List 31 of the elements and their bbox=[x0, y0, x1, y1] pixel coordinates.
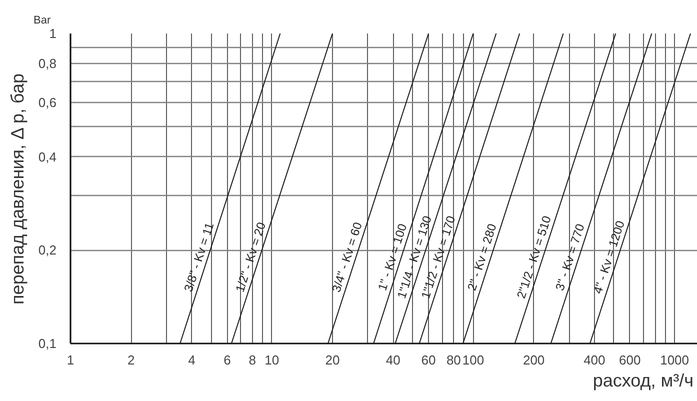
x-tick-label: 40 bbox=[386, 352, 400, 368]
x-tick-label: 400 bbox=[584, 352, 606, 368]
x-tick-label: 10 bbox=[264, 352, 280, 368]
x-tick-label: 20 bbox=[325, 352, 340, 368]
text: 3/4" - Kv = 60 bbox=[329, 220, 365, 294]
y-tick-label: 0,6 bbox=[38, 94, 57, 110]
x-tick-label: 1000 bbox=[660, 352, 690, 368]
text: 1/2" - Kv = 20 bbox=[232, 220, 269, 294]
x-tick-label: 8 bbox=[248, 352, 256, 368]
y-tick-label: 0,1 bbox=[38, 336, 57, 351]
text: 2"1/2 - Kv = 510 bbox=[514, 214, 554, 300]
y-axis-title: перепад давления, Δ p, бар bbox=[7, 74, 28, 304]
x-axis-title: расход, м³/ч bbox=[592, 370, 694, 390]
x-tick-label: 4 bbox=[188, 352, 196, 368]
x-tick-label: 80 bbox=[446, 352, 461, 368]
y-tick-label: 0,2 bbox=[38, 242, 57, 258]
x-tick-label: 100 bbox=[462, 352, 484, 368]
text: Bar bbox=[34, 14, 51, 26]
y-tick-label: 1 bbox=[49, 26, 57, 41]
text: 3/8" - Kv = 11 bbox=[181, 220, 217, 294]
x-tick-label: 200 bbox=[522, 352, 545, 368]
x-tick-label: 2 bbox=[128, 352, 135, 368]
y-tick-label: 0,4 bbox=[38, 149, 57, 164]
x-tick-label: 1 bbox=[66, 352, 74, 368]
y-tick-label: 0,8 bbox=[38, 56, 57, 72]
x-tick-label: 600 bbox=[619, 352, 641, 368]
text: 2" - Kv = 280 bbox=[464, 222, 500, 292]
text: 3" - Kv = 770 bbox=[552, 222, 588, 292]
x-tick-label: 60 bbox=[421, 352, 436, 368]
x-tick-label: 6 bbox=[224, 352, 231, 368]
text: 4" - Kv = 1200 bbox=[590, 218, 628, 296]
